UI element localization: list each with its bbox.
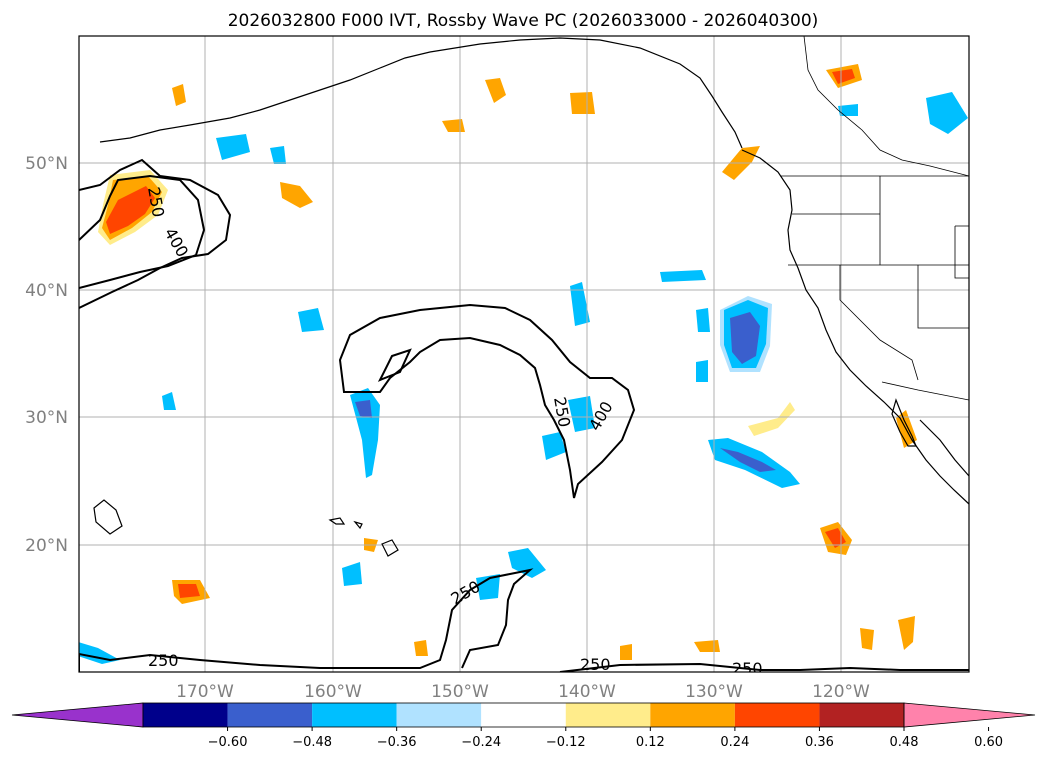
coastline-hawaii-1 [328,517,346,525]
colorbar-segment [312,703,397,727]
colorbar-tick-label: −0.24 [461,735,501,750]
anomaly-positive-blob [106,186,155,234]
colorbar-tick-label: −0.60 [208,735,248,750]
anomaly-positive-blob [860,628,874,650]
latitude-label: 30°N [25,408,68,428]
border-us-mexico [881,381,969,401]
colorbar-segment [481,703,566,727]
anomaly-negative-blob [508,548,546,578]
anomaly-negative-blob [568,396,595,432]
contour-label: 250 [148,651,179,670]
latitude-label: 40°N [25,281,68,301]
longitude-axis: 170°W 160°W 150°W 140°W 130°W 120°W [176,682,870,702]
anomaly-negative-blob [926,92,968,134]
colorbar-segment [650,703,735,727]
latitude-axis: 50°N 40°N 30°N 20°N [25,154,68,556]
longitude-label: 120°W [812,682,870,702]
longitude-label: 170°W [176,682,234,702]
map-title: 2026032800 F000 IVT, Rossby Wave PC (202… [228,11,819,31]
anomaly-negative-blob [660,270,706,282]
borders [780,36,969,401]
coastlines [93,37,969,557]
ivt-contour-central [338,303,636,499]
coastline-hawaii-3 [381,539,399,557]
colorbar-tick-label: 0.24 [720,735,749,750]
anomaly-negative-blob [216,134,250,160]
longitude-label: 140°W [558,682,616,702]
colorbar-segment [396,703,482,727]
anomaly-negative-blob [720,448,776,472]
ivt-contour-south [79,568,534,672]
latitude-label: 20°N [25,536,68,556]
colorbar-tick-label: 0.60 [974,735,1003,750]
colorbar-tick-label: 0.12 [636,735,665,750]
colorbar-tick-label: 0.36 [805,735,834,750]
colorbar: −0.60 −0.48 −0.36 −0.24 −0.12 0.12 0.24 0.36 0.4… [11,702,1036,750]
colorbar-tick-label: −0.36 [377,735,417,750]
anomaly-negative-blob [696,360,708,382]
anomaly-negative-blob [79,642,120,664]
gridlines [79,36,969,672]
ivt-contour-central-inner [377,348,412,382]
longitude-label: 150°W [431,682,489,702]
coastline-mexico-gulf [919,419,969,477]
coastline-hawaii-2 [353,520,363,530]
anomaly-positive-blob [832,69,855,84]
anomaly-positive-blob [414,640,428,656]
coastline-alaska-aleutians [99,37,743,149]
latitude-label: 50°N [25,154,68,174]
anomaly-shading [79,64,968,664]
anomaly-negative-blob [838,104,858,116]
colorbar-tick-label: −0.48 [292,735,332,750]
border-alaska-canada [803,36,969,177]
colorbar-segment [565,703,651,727]
anomaly-negative-blob [476,574,500,600]
anomaly-positive-blob [620,644,632,660]
contour-label: 250 [732,659,763,678]
anomaly-negative-blob [570,282,590,326]
anomaly-positive-blob [570,92,595,114]
anomaly-positive-blob [442,119,465,132]
border-ca-nv [839,265,919,381]
colorbar-segment [227,703,313,727]
ivt-contour-south-right [559,662,969,672]
coastline-north-america [741,149,969,505]
colorbar-outline [142,702,905,728]
anomaly-positive-blob [898,616,915,650]
colorbar-segment [819,703,904,727]
colorbar-segment [143,703,228,727]
border-utah [954,225,969,279]
anomaly-positive-blob [748,402,795,436]
anomaly-negative-blob [696,308,710,332]
anomaly-negative-blob [270,146,286,164]
anomaly-negative-blob [342,562,362,586]
anomaly-negative-blob [298,308,324,332]
ivt-contour-400-nw [79,174,206,289]
anomaly-positive-blob [485,78,506,103]
map-frame [78,35,970,673]
anomaly-positive-blob [178,584,200,598]
anomaly-negative-blob [542,432,566,460]
colorbar-segment [734,703,820,727]
anomaly-negative-blob [730,312,760,364]
colorbar-extend-min [11,702,144,728]
anomaly-negative-blob [355,400,372,418]
border-nevada [917,265,969,329]
colorbar-tick-label: −0.12 [546,735,586,750]
ivt-contours [79,158,969,672]
map-area [79,36,969,672]
coastline-island [93,499,123,535]
longitude-label: 130°W [685,682,743,702]
colorbar-tick-label: 0.48 [890,735,919,750]
anomaly-positive-blob [280,182,313,208]
anomaly-negative-blob [162,392,176,410]
longitude-label: 160°W [304,682,362,702]
anomaly-negative-blob [350,388,380,478]
colorbar-extend-max [903,702,1036,728]
ivt-contour-250-nw [79,158,232,309]
contour-label: 250 [580,655,611,674]
anomaly-positive-blob [172,84,186,106]
coastline-baja [891,398,917,447]
